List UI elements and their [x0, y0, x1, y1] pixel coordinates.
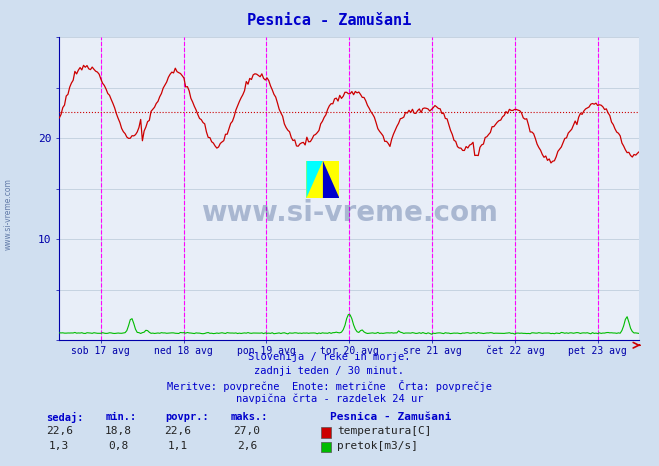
Text: maks.:: maks.: — [231, 412, 268, 422]
Text: Pesnica - Zamušani: Pesnica - Zamušani — [247, 14, 412, 28]
Text: Pesnica - Zamušani: Pesnica - Zamušani — [330, 412, 451, 422]
Text: Slovenija / reke in morje.: Slovenija / reke in morje. — [248, 352, 411, 362]
Polygon shape — [323, 161, 339, 198]
Text: www.si-vreme.com: www.si-vreme.com — [201, 199, 498, 227]
Text: zadnji teden / 30 minut.: zadnji teden / 30 minut. — [254, 366, 405, 376]
Text: povpr.:: povpr.: — [165, 412, 208, 422]
Text: Meritve: povprečne  Enote: metrične  Črta: povprečje: Meritve: povprečne Enote: metrične Črta:… — [167, 380, 492, 392]
Text: www.si-vreme.com: www.si-vreme.com — [3, 178, 13, 250]
Text: navpična črta - razdelek 24 ur: navpična črta - razdelek 24 ur — [236, 394, 423, 404]
Text: 0,8: 0,8 — [109, 441, 129, 451]
Text: 1,1: 1,1 — [168, 441, 188, 451]
Text: pretok[m3/s]: pretok[m3/s] — [337, 441, 418, 451]
Text: 1,3: 1,3 — [49, 441, 69, 451]
Text: 2,6: 2,6 — [237, 441, 257, 451]
Text: temperatura[C]: temperatura[C] — [337, 426, 432, 436]
Text: min.:: min.: — [105, 412, 136, 422]
Text: 27,0: 27,0 — [234, 426, 260, 436]
Text: 18,8: 18,8 — [105, 426, 132, 436]
Text: 22,6: 22,6 — [165, 426, 191, 436]
Polygon shape — [306, 161, 323, 198]
Text: sedaj:: sedaj: — [46, 411, 84, 423]
Text: 22,6: 22,6 — [46, 426, 72, 436]
